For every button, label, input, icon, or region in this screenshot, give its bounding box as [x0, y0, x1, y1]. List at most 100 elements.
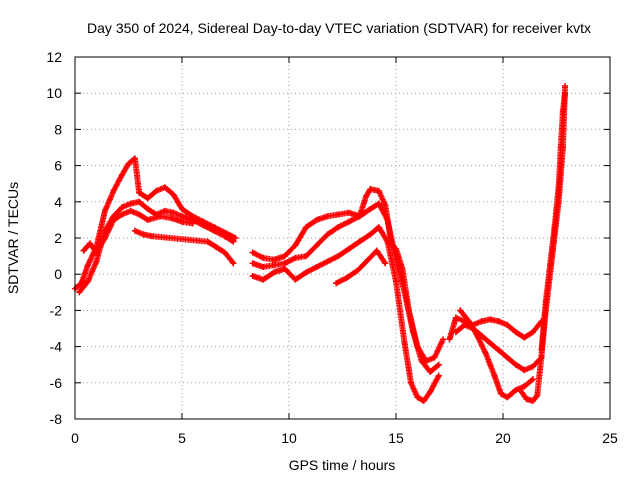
data-point: [482, 350, 489, 357]
data-point: [127, 200, 134, 207]
data-point: [521, 367, 528, 374]
data-point: [125, 160, 132, 167]
data-point: [497, 390, 504, 397]
data-point: [559, 108, 566, 115]
series-track: [249, 224, 442, 404]
data-point: [393, 278, 399, 285]
data-point: [562, 90, 569, 97]
data-point: [446, 336, 453, 343]
data-point: [452, 314, 459, 321]
data-point: [435, 361, 442, 368]
y-tick-label: 0: [54, 266, 62, 282]
data-point: [414, 394, 421, 401]
data-point: [420, 397, 427, 404]
data-point: [465, 318, 472, 325]
data-point: [281, 265, 288, 272]
data-point: [136, 198, 143, 205]
data-point: [313, 216, 320, 223]
data-point: [84, 262, 91, 269]
data-point: [335, 211, 342, 218]
data-point: [149, 233, 156, 240]
data-point: [292, 254, 299, 261]
data-point: [140, 231, 147, 238]
data-point: [375, 187, 382, 194]
x-tick-label: 0: [71, 430, 79, 446]
data-point: [431, 354, 438, 361]
data-point: [144, 206, 151, 213]
series-track: [131, 227, 237, 267]
y-tick-label: -6: [50, 375, 63, 391]
data-point: [354, 267, 361, 274]
data-point: [78, 280, 85, 287]
data-point: [161, 184, 168, 191]
data-point: [230, 260, 237, 267]
data-point: [271, 256, 278, 263]
data-point: [324, 258, 331, 265]
data-point: [435, 372, 442, 379]
data-point: [260, 276, 267, 283]
data-point: [119, 171, 126, 178]
data-point: [157, 213, 164, 220]
data-point: [161, 207, 168, 214]
data-point: [200, 222, 207, 229]
x-tick-label: 10: [281, 430, 297, 446]
data-point: [249, 260, 256, 267]
data-point: [418, 358, 425, 365]
x-tick-label: 15: [388, 430, 404, 446]
y-tick-label: 6: [54, 158, 62, 174]
data-point: [335, 224, 342, 231]
data-point: [521, 383, 528, 390]
data-point: [281, 253, 288, 260]
data-point: [427, 368, 434, 375]
data-point: [529, 363, 536, 370]
data-point: [303, 253, 310, 260]
data-point: [170, 209, 177, 216]
y-tick-label: 4: [54, 194, 62, 210]
data-point: [375, 224, 382, 231]
data-point: [382, 202, 389, 209]
data-point: [401, 339, 408, 346]
data-point: [461, 321, 468, 328]
data-point: [179, 218, 185, 225]
data-point: [84, 278, 91, 285]
data-point: [168, 215, 175, 222]
data-point: [555, 184, 562, 191]
x-tick-label: 20: [495, 430, 511, 446]
data-point: [440, 336, 447, 343]
data-point: [324, 231, 331, 238]
data-point: [356, 238, 363, 245]
data-point: [504, 321, 511, 328]
data-point: [534, 392, 541, 399]
data-point: [213, 244, 220, 251]
y-tick-label: 8: [54, 121, 62, 137]
axis-ticks: 0 5 10 15 20 25 -8 -6 -4 -2 0 2 4 6 8 10 12: [46, 49, 618, 446]
data-point: [313, 263, 320, 270]
y-tick-label: -8: [50, 411, 63, 427]
series-track: [249, 186, 447, 365]
data-point: [367, 231, 374, 238]
data-point: [523, 396, 530, 403]
data-point: [93, 249, 100, 256]
data-point: [179, 206, 185, 213]
data-point: [427, 388, 434, 395]
data-point: [345, 218, 352, 225]
y-tick-label: 12: [46, 49, 62, 65]
y-tick-label: -4: [50, 339, 63, 355]
data-point: [170, 191, 177, 198]
data-points: [72, 82, 569, 404]
data-point: [101, 207, 108, 214]
data-point: [131, 155, 138, 162]
data-point: [260, 263, 267, 270]
data-point: [136, 211, 143, 218]
data-point: [260, 254, 267, 261]
data-point: [384, 216, 391, 223]
data-point: [110, 216, 117, 223]
data-point: [478, 318, 485, 325]
data-point: [93, 258, 100, 265]
data-point: [491, 372, 498, 379]
data-point: [189, 220, 196, 227]
data-point: [557, 144, 564, 151]
data-point: [474, 332, 481, 339]
series-track: [249, 200, 442, 375]
data-point: [144, 216, 151, 223]
